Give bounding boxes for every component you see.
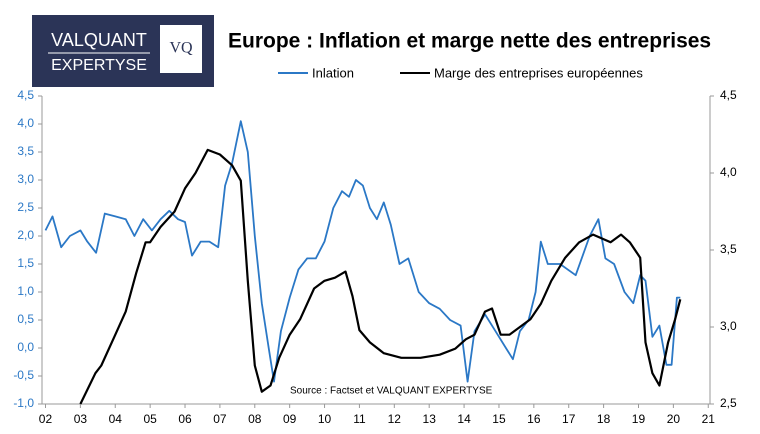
x-tick-label: 21 [702,412,716,426]
x-tick-label: 18 [597,412,611,426]
series-line [79,148,682,405]
y2-tick-label: 4,5 [720,88,737,102]
y-tick-label: 2,5 [17,200,34,214]
y-tick-label: 4,5 [17,88,34,102]
y-tick-label: 2,0 [17,228,34,242]
y-tick-label: 1,0 [17,284,34,298]
x-tick-label: 17 [562,412,576,426]
series-line [44,120,681,383]
x-tick-label: 03 [74,412,88,426]
x-tick-label: 15 [492,412,506,426]
logo-line1: VALQUANT [51,30,147,50]
x-tick-label: 07 [213,412,227,426]
y-tick-label: 3,0 [17,172,34,186]
y-tick-label: 1,5 [17,256,34,270]
x-tick-label: 09 [283,412,297,426]
source-note: Source : Factset et VALQUANT EXPERTYSE [290,386,493,397]
y2-tick-label: 3,5 [720,242,737,256]
x-tick-label: 13 [423,412,437,426]
x-tick-label: 10 [318,412,332,426]
x-tick-label: 08 [248,412,262,426]
y2-tick-label: 4,0 [720,165,737,179]
y-tick-label: 3,5 [17,144,34,158]
legend-label: Marge des entreprises européennes [434,65,643,80]
x-tick-label: 19 [632,412,646,426]
legend-label: Inlation [312,65,354,80]
x-tick-label: 06 [178,412,192,426]
x-tick-label: 12 [388,412,402,426]
y-tick-label: 0,0 [17,340,34,354]
x-tick-label: 14 [457,412,471,426]
chart-title: Europe : Inflation et marge nette des en… [228,30,711,53]
y-tick-label: 4,0 [17,116,34,130]
y2-tick-label: 3,0 [720,319,737,333]
x-tick-label: 16 [527,412,541,426]
x-tick-label: 04 [109,412,123,426]
x-tick-label: 02 [39,412,53,426]
y2-tick-label: 2,5 [720,396,737,410]
y-tick-label: 0,5 [17,312,34,326]
x-tick-label: 11 [353,412,366,426]
logo-badge: VQ [169,40,193,57]
x-tick-label: 05 [143,412,157,426]
y-tick-label: -1,0 [13,396,34,410]
logo-badge-box [160,25,202,73]
x-tick-label: 20 [667,412,681,426]
y-tick-label: -0,5 [13,368,34,382]
logo-line2: EXPERTYSE [51,57,147,74]
